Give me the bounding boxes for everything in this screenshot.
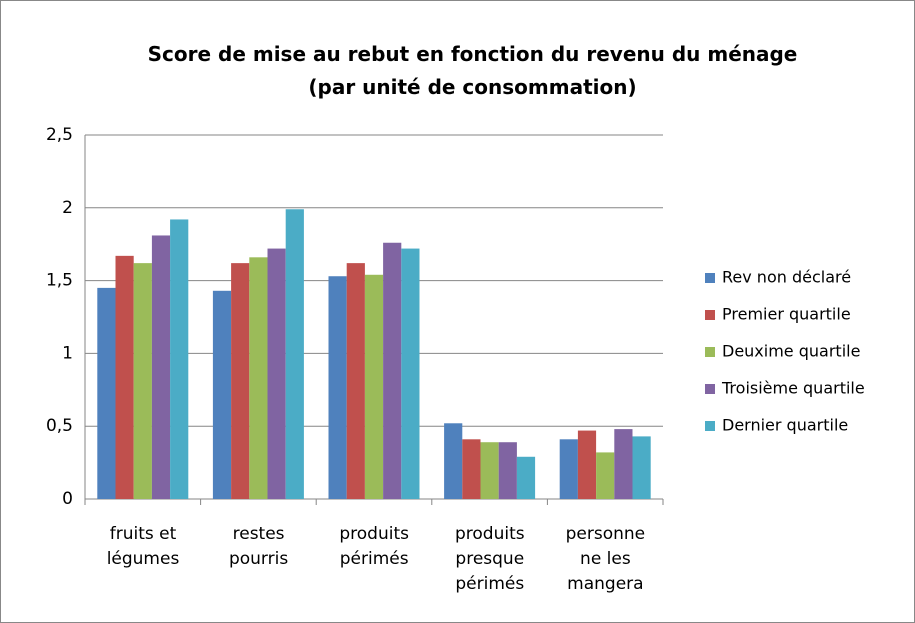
legend-label: Troisième quartile: [721, 379, 865, 398]
bar: [346, 263, 365, 499]
legend-swatch: [705, 421, 715, 431]
y-tick-label: 0,5: [46, 416, 73, 436]
legend-swatch: [705, 347, 715, 357]
x-tick-label: produits périmés: [339, 524, 409, 569]
bar: [498, 442, 517, 499]
bar: [559, 439, 578, 499]
bar: [516, 456, 536, 499]
bar: [249, 257, 268, 499]
bar: [267, 248, 286, 499]
x-tick-label: produits presque périmés: [454, 524, 525, 594]
bar: [577, 430, 597, 499]
y-tick-label: 1: [62, 343, 73, 363]
x-tick-label: personne ne les mangera: [565, 524, 646, 594]
bar: [231, 263, 250, 499]
bar: [614, 429, 633, 499]
bar: [151, 235, 171, 500]
bar: [133, 263, 152, 499]
bar: [480, 442, 499, 499]
legend-swatch: [705, 273, 715, 283]
bar: [383, 242, 402, 499]
y-tick-label: 2,5: [46, 125, 73, 145]
legend-label: Premier quartile: [722, 305, 851, 324]
x-tick-label: fruits et légumes: [106, 524, 180, 569]
bar: [285, 209, 304, 500]
legend-label: Dernier quartile: [722, 416, 848, 435]
bar: [364, 274, 384, 499]
bar: [170, 219, 189, 499]
bar: [212, 290, 232, 499]
bar: [401, 248, 420, 499]
legend-label: Rev non déclaré: [722, 268, 851, 287]
bar: [632, 436, 651, 499]
x-tick-label: restes pourris: [228, 524, 289, 569]
bar: [97, 287, 116, 499]
legend-swatch: [705, 384, 715, 394]
bar: [328, 276, 347, 499]
y-tick-label: 0: [62, 489, 73, 509]
legend-label: Deuxime quartile: [722, 342, 860, 361]
bar: [115, 255, 134, 499]
y-tick-label: 1,5: [46, 271, 73, 291]
legend-swatch: [705, 310, 715, 320]
y-tick-label: 2: [62, 198, 73, 218]
bar: [596, 452, 615, 499]
chart-title: Score de mise au rebut en fonction du re…: [147, 42, 798, 99]
bar: [462, 439, 481, 499]
bar: [444, 423, 463, 499]
